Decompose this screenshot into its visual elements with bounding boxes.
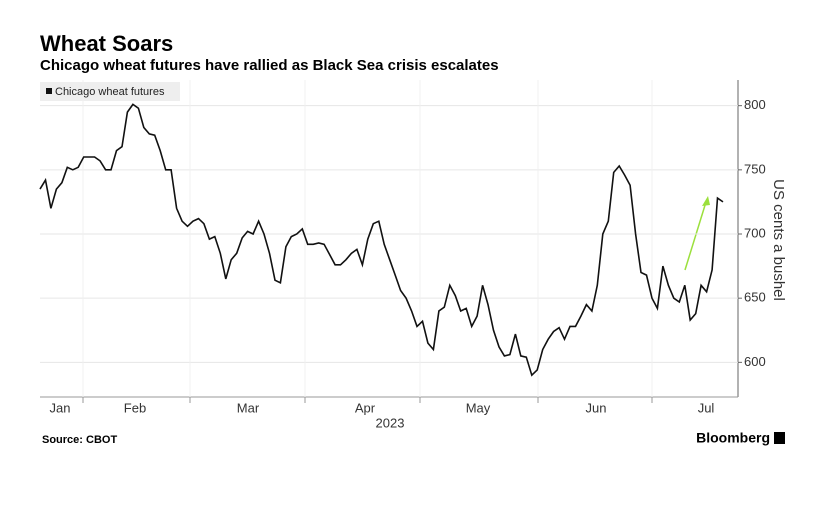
y-tick-label: 750 (744, 161, 766, 176)
brand-icon (774, 432, 785, 444)
x-tick-label: Feb (124, 400, 146, 415)
x-tick-label: Jan (50, 400, 71, 415)
x-tick-label: Jul (698, 400, 715, 415)
y-tick-label: 700 (744, 225, 766, 240)
annotation-arrowhead (702, 196, 710, 206)
legend-label: Chicago wheat futures (55, 86, 165, 98)
legend-box (40, 82, 180, 101)
x-year-label: 2023 (376, 415, 405, 430)
y-tick-label: 600 (744, 354, 766, 369)
chart-title: Wheat Soars (40, 31, 173, 56)
legend-swatch (46, 88, 52, 94)
source: Source: CBOT (42, 434, 117, 446)
x-tick-label: May (466, 400, 491, 415)
brand: Bloomberg (696, 430, 770, 446)
y-tick-label: 800 (744, 97, 766, 112)
x-tick-label: Apr (355, 400, 376, 415)
x-tick-label: Mar (237, 400, 260, 415)
y-axis-title: US cents a bushel (770, 179, 787, 301)
annotation-arrow (684, 201, 707, 271)
x-tick-label: Jun (586, 400, 607, 415)
y-tick-label: 650 (744, 290, 766, 305)
series-line (39, 103, 724, 377)
chart-subtitle: Chicago wheat futures have rallied as Bl… (40, 57, 499, 74)
